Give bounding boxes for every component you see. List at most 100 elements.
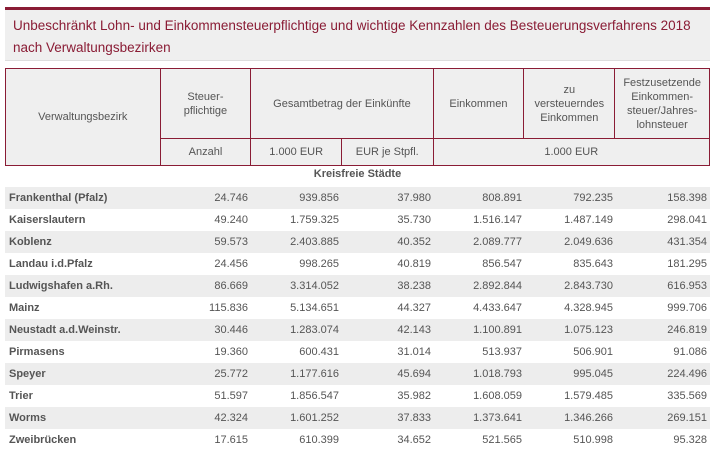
row-value: 1.373.641 (473, 412, 522, 424)
row-value: 856.547 (482, 258, 522, 270)
row-value: 49.240 (214, 214, 248, 226)
row-value: 2.892.844 (473, 280, 522, 292)
row-name: Pirmasens (9, 346, 65, 358)
row-value: 2.403.885 (290, 236, 339, 248)
row-name: Frankenthal (Pfalz) (9, 192, 108, 204)
row-value: 246.819 (667, 324, 707, 336)
row-value: 298.041 (667, 214, 707, 226)
row-value: 513.937 (482, 346, 522, 358)
row-name: Neustadt a.d.Weinstr. (9, 324, 121, 336)
row-value: 1.346.266 (564, 412, 613, 424)
row-value: 792.235 (573, 192, 613, 204)
row-value: 1.856.547 (290, 390, 339, 402)
row-value: 521.565 (482, 434, 522, 446)
table-row: Kaiserslautern 49.240 1.759.325 35.730 1.516… (5, 209, 710, 231)
row-value: 4.433.647 (473, 302, 522, 314)
row-value: 19.360 (214, 346, 248, 358)
header-festzusetzende-einkommensteuer: Festzusetzende Einkommen-steuer/Jahres-l… (614, 68, 710, 139)
header-zu-versteuerndes-einkommen: zu versteuerndes Einkommen (523, 68, 616, 139)
row-value: 86.669 (214, 280, 248, 292)
unit-1000-eur-span: 1.000 EUR (432, 138, 711, 166)
row-value: 1.177.616 (290, 368, 339, 380)
row-value: 506.901 (573, 346, 613, 358)
row-value: 2.049.636 (564, 236, 613, 248)
row-value: 158.398 (667, 192, 707, 204)
row-value: 1.608.059 (473, 390, 522, 402)
row-value: 44.327 (397, 302, 431, 314)
row-value: 24.746 (214, 192, 248, 204)
row-name: Trier (9, 390, 33, 402)
row-value: 115.836 (209, 302, 248, 314)
row-value: 224.496 (667, 368, 707, 380)
table-row: Mainz 115.836 5.134.651 44.327 4.433.647 4.32… (5, 297, 710, 319)
table-row: Trier 51.597 1.856.547 35.982 1.608.059 1.579… (5, 385, 710, 407)
row-value: 335.569 (667, 390, 707, 402)
row-value: 610.399 (299, 434, 339, 446)
row-value: 1.018.793 (473, 368, 522, 380)
row-name: Zweibrücken (9, 434, 77, 446)
row-value: 1.579.485 (564, 390, 613, 402)
row-value: 37.833 (397, 412, 431, 424)
row-value: 40.352 (397, 236, 431, 248)
row-value: 181.295 (667, 258, 707, 270)
row-name: Kaiserslautern (9, 214, 86, 226)
row-value: 431.354 (667, 236, 707, 248)
row-value: 2.089.777 (473, 236, 522, 248)
unit-1000-eur: 1.000 EUR (250, 138, 342, 166)
table-row: Speyer 25.772 1.177.616 45.694 1.018.793 995.… (5, 363, 710, 385)
row-value: 5.134.651 (290, 302, 339, 314)
row-value: 1.487.149 (564, 214, 613, 226)
row-value: 17.615 (214, 434, 248, 446)
row-value: 25.772 (214, 368, 248, 380)
row-value: 510.998 (573, 434, 613, 446)
row-value: 1.601.252 (290, 412, 339, 424)
row-name: Koblenz (9, 236, 52, 248)
row-name: Mainz (9, 302, 40, 314)
row-value: 42.324 (214, 412, 248, 424)
table-row: Frankenthal (Pfalz) 24.746 939.856 37.980 80… (5, 187, 710, 209)
row-value: 939.856 (299, 192, 339, 204)
row-value: 1.075.123 (564, 324, 613, 336)
row-value: 24.456 (214, 258, 248, 270)
section-kreisfreie-staedte: Kreisfreie Städte (313, 168, 402, 180)
row-value: 35.730 (397, 214, 431, 226)
row-value: 40.819 (397, 258, 431, 270)
row-value: 51.597 (214, 390, 248, 402)
row-value: 30.446 (214, 324, 248, 336)
row-value: 835.643 (573, 258, 613, 270)
unit-eur-je-stpfl: EUR je Stpfl. (340, 138, 434, 166)
table-row: Landau i.d.Pfalz 24.456 998.265 40.819 856.5… (5, 253, 710, 275)
row-value: 1.759.325 (290, 214, 339, 226)
row-value: 1.283.074 (290, 324, 339, 336)
table-row: Ludwigshafen a.Rh. 86.669 3.314.052 38.238 2… (5, 275, 710, 297)
table-row: Neustadt a.d.Weinstr. 30.446 1.283.074 42.1… (5, 319, 710, 341)
row-value: 995.045 (573, 368, 613, 380)
row-value: 2.843.730 (564, 280, 613, 292)
title-accent-bar (5, 7, 710, 10)
header-verwaltungsbezirk: Verwaltungsbezirk (5, 68, 161, 166)
row-name: Landau i.d.Pfalz (9, 258, 93, 270)
row-value: 808.891 (482, 192, 522, 204)
row-value: 45.694 (397, 368, 431, 380)
table-title: Unbeschränkt Lohn- und Einkommensteuerpf… (5, 10, 710, 61)
row-name: Speyer (9, 368, 46, 380)
row-value: 998.265 (299, 258, 339, 270)
row-value: 91.086 (673, 346, 707, 358)
row-value: 1.516.147 (473, 214, 522, 226)
table-row: Worms 42.324 1.601.252 37.833 1.373.641 1.346… (5, 407, 710, 429)
row-value: 3.314.052 (290, 280, 339, 292)
header-einkommen: Einkommen (432, 68, 525, 139)
row-name: Worms (9, 412, 47, 424)
row-value: 4.328.945 (564, 302, 613, 314)
row-value: 37.980 (397, 192, 431, 204)
table-row: Koblenz 59.573 2.403.885 40.352 2.089.777 2.0… (5, 231, 710, 253)
table-body: Frankenthal (Pfalz) 24.746 939.856 37.980 80… (5, 187, 710, 451)
table-header: Verwaltungsbezirk Steuer-pflichtige Gesa… (5, 68, 711, 166)
row-value: 95.328 (673, 434, 707, 446)
unit-anzahl: Anzahl (159, 138, 252, 166)
table-row: Pirmasens 19.360 600.431 31.014 513.937 506.9… (5, 341, 710, 363)
row-value: 34.652 (397, 434, 431, 446)
row-value: 999.706 (667, 302, 707, 314)
row-value: 59.573 (214, 236, 248, 248)
row-value: 600.431 (299, 346, 339, 358)
